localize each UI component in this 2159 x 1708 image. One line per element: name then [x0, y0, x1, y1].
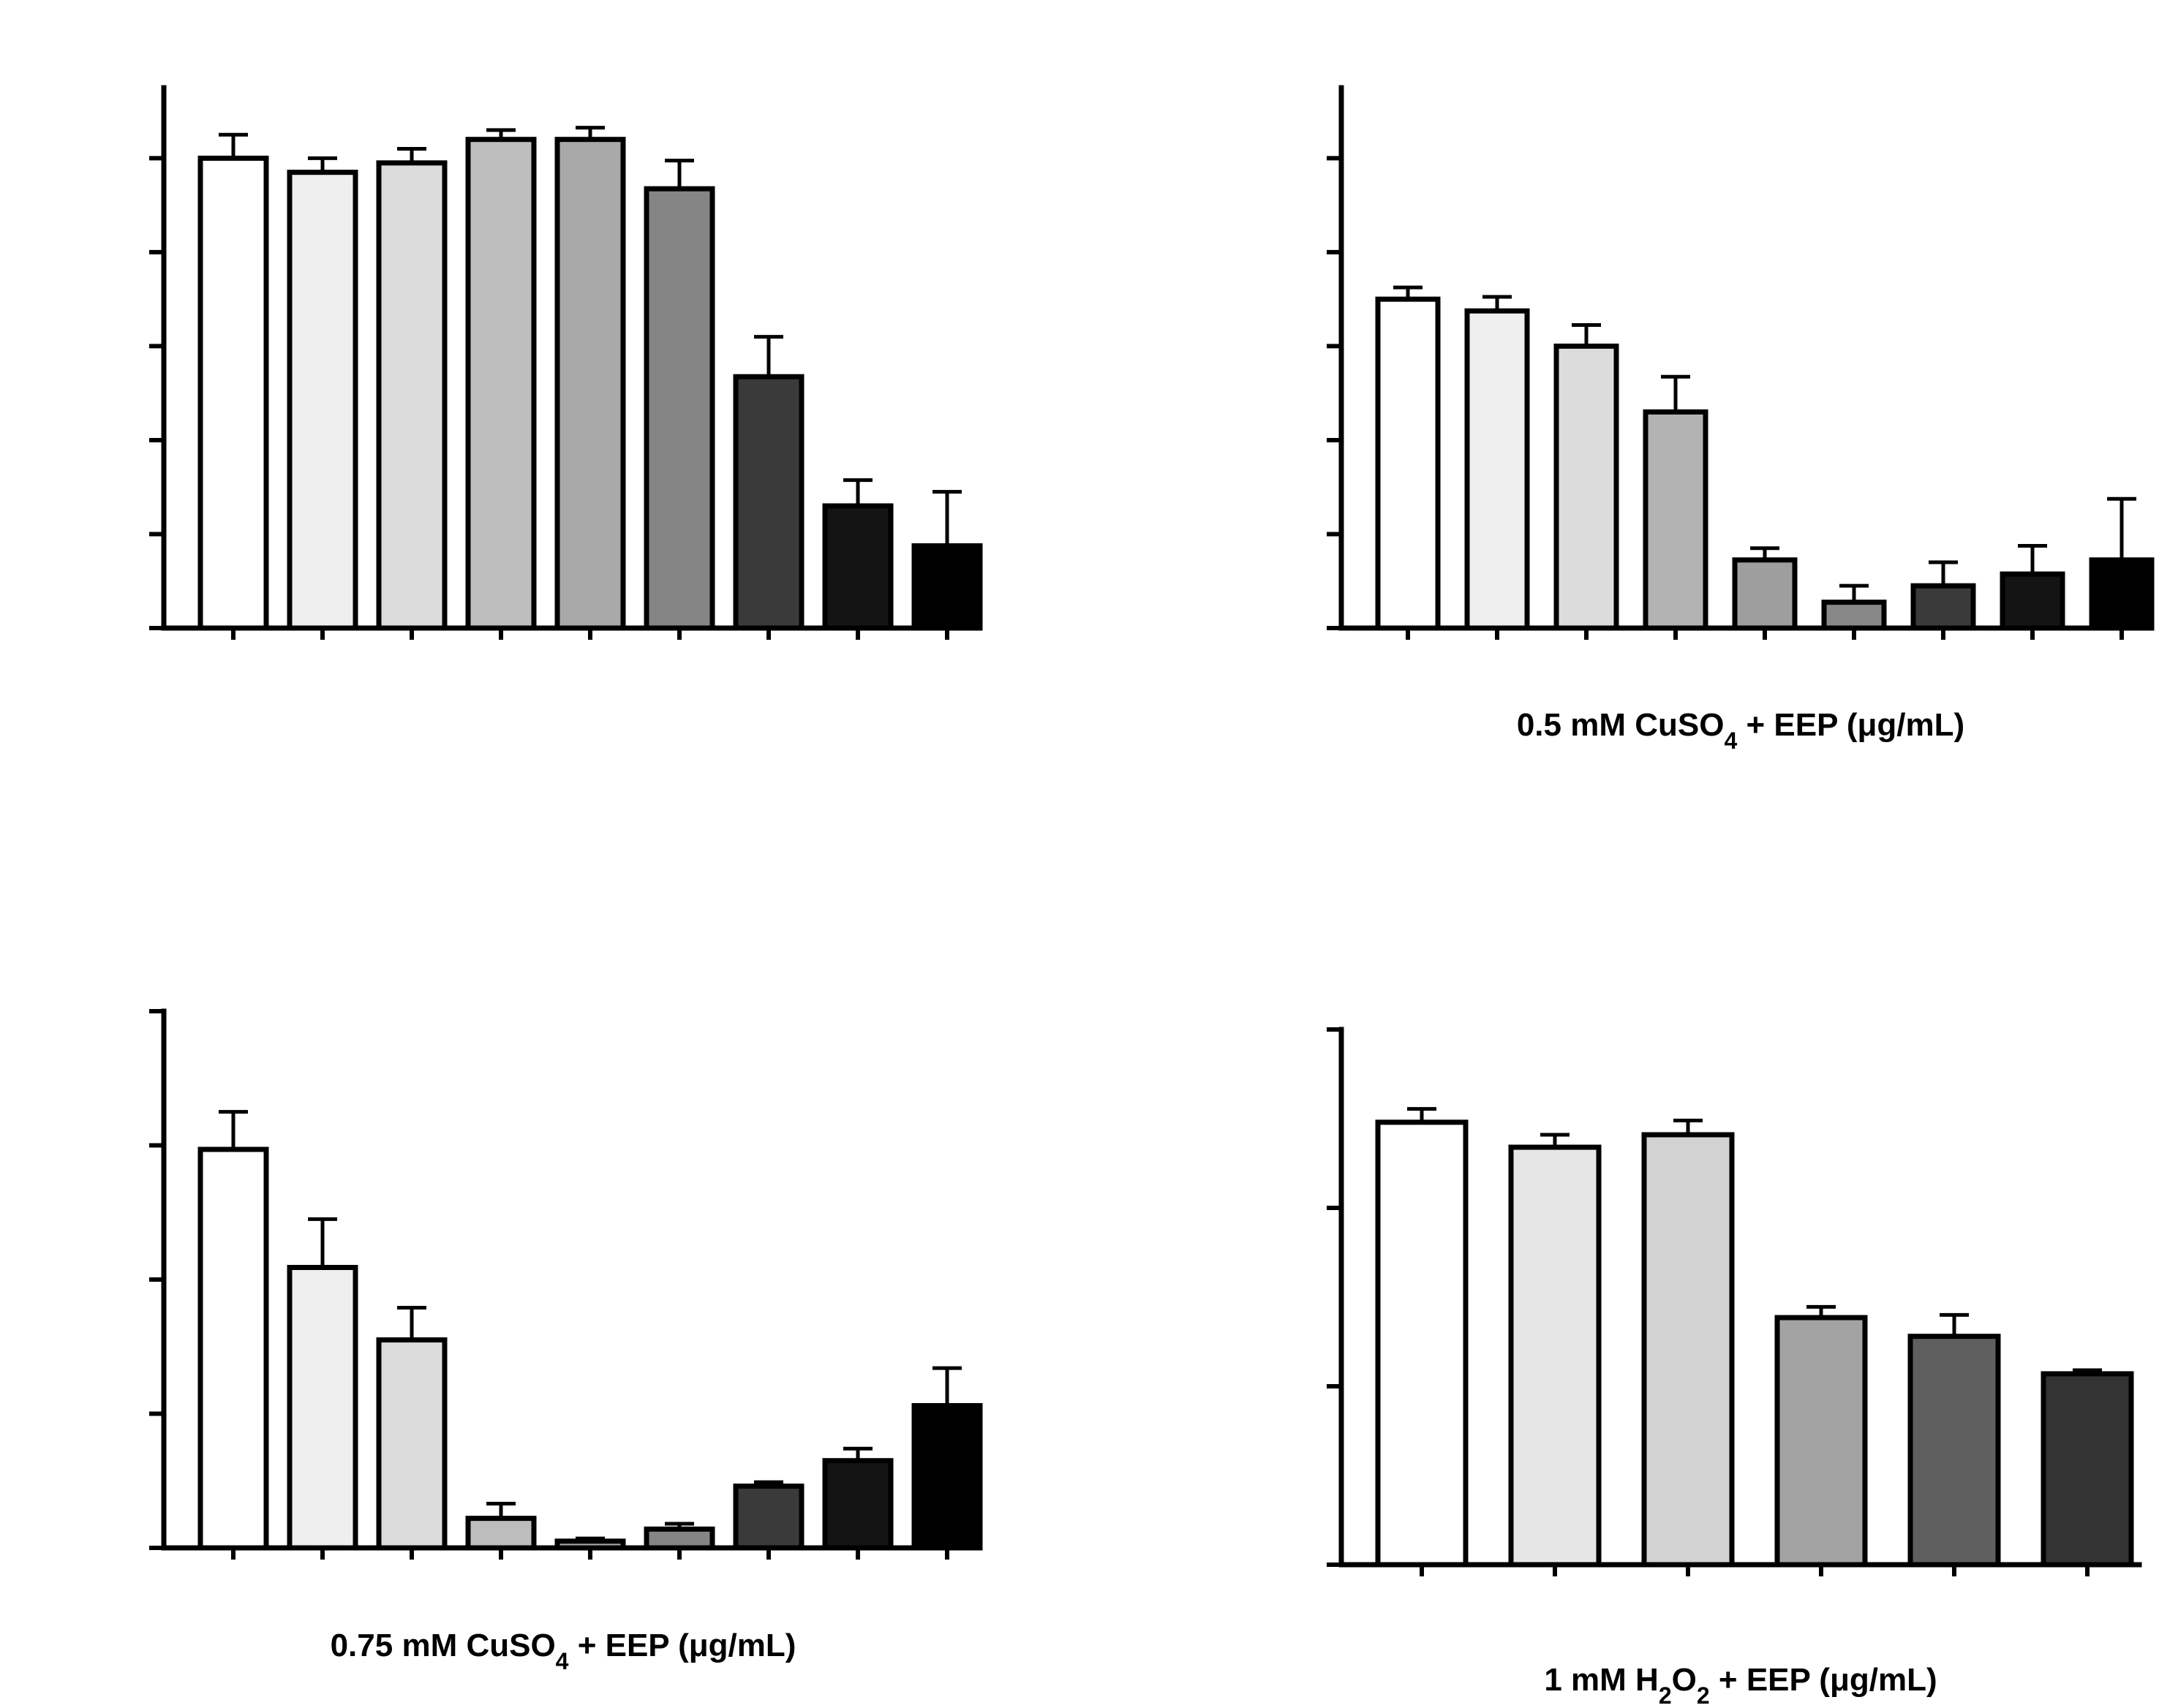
bar: [1508, 1144, 1602, 1568]
x-axis-title-part: 0.75 mM CuSO: [331, 1628, 556, 1663]
bar: [376, 160, 448, 631]
bar: [822, 503, 894, 631]
bar: [465, 1516, 537, 1551]
bar: [1774, 1315, 1868, 1568]
bar: [1553, 343, 1619, 631]
bar: [1375, 1119, 1469, 1568]
bar: [197, 1146, 269, 1551]
x-axis-title-part: + EEP (μg/mL): [1737, 707, 1964, 743]
panel-a: [149, 85, 983, 640]
bar: [465, 137, 537, 631]
x-axis-title-subscript: 2: [1697, 1682, 1710, 1708]
bar: [733, 1484, 805, 1551]
x-axis-title-subscript: 2: [1659, 1682, 1672, 1708]
x-axis-title: 0.75 mM CuSO4 + EEP (μg/mL): [331, 1628, 796, 1674]
bar: [554, 137, 626, 631]
bar: [644, 186, 715, 631]
bar: [1910, 583, 1976, 631]
bar: [1907, 1334, 2001, 1568]
x-axis-title-part: + EEP (μg/mL): [568, 1628, 796, 1663]
x-axis-title-subscript: 4: [556, 1648, 569, 1674]
x-axis-title: 0.5 mM CuSO4 + EEP (μg/mL): [1517, 707, 1964, 754]
bar: [197, 155, 269, 631]
bar: [2000, 571, 2065, 631]
x-axis-title-part: + EEP (μg/mL): [1710, 1662, 1937, 1698]
x-axis-title-part: 1 mM H: [1544, 1662, 1658, 1698]
bar: [1641, 1132, 1735, 1568]
panel-c: 0.75 mM CuSO4 + EEP (μg/mL): [149, 1008, 983, 1674]
bar: [822, 1458, 894, 1551]
bar: [287, 170, 358, 631]
x-axis-title-part: 0.5 mM CuSO: [1517, 707, 1725, 743]
panel-d: 1 mM H2O2 + EEP (μg/mL): [1327, 1027, 2142, 1708]
x-axis-title-part: O: [1672, 1662, 1697, 1698]
x-axis-title-subscript: 4: [1724, 728, 1737, 754]
bar: [2041, 1371, 2134, 1568]
bar: [1821, 600, 1887, 631]
bar: [911, 1402, 983, 1551]
panel-b: 0.5 mM CuSO4 + EEP (μg/mL): [1327, 85, 2155, 754]
bar: [1732, 557, 1798, 631]
bar: [733, 374, 805, 631]
bar: [1643, 409, 1708, 631]
bar: [1375, 296, 1441, 631]
bar: [376, 1337, 448, 1551]
bar: [287, 1264, 358, 1551]
bar: [644, 1526, 715, 1551]
bar: [2089, 557, 2155, 631]
bar: [911, 543, 983, 631]
x-axis-title: 1 mM H2O2 + EEP (μg/mL): [1544, 1662, 1937, 1708]
bar: [1464, 308, 1530, 631]
